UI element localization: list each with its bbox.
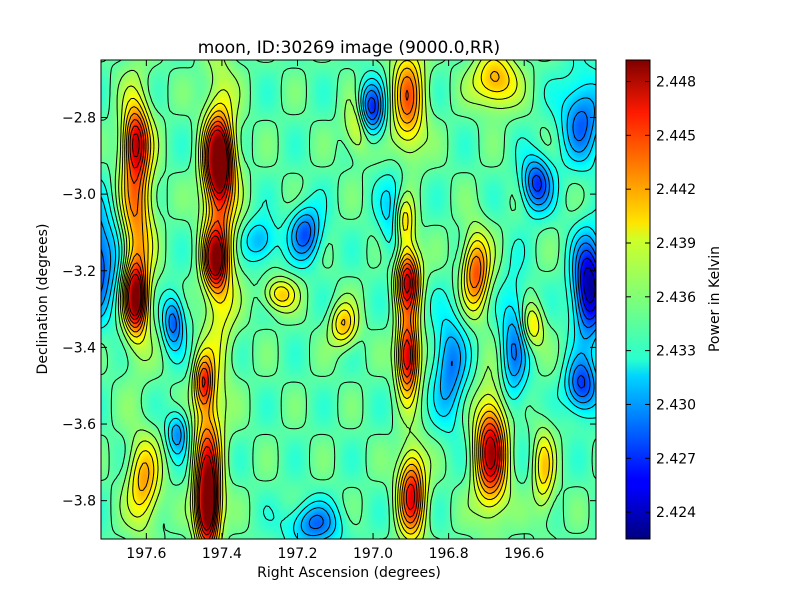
colorbar-label: Power in Kelvin — [707, 246, 723, 352]
contour-level-2 — [367, 96, 596, 389]
contour-level-15 — [128, 129, 497, 531]
x-tick-label: 196.6 — [504, 546, 544, 562]
colorbar-ticks: 2.424 2.427 2.430 2.433 2.436 2.439 2.442 2.445… — [626, 75, 696, 521]
x-axis: 197.6 197.4 197.2 197.0 196.8 196.6 — [126, 60, 544, 562]
contour-level-8 — [114, 60, 558, 539]
chart-title: moon, ID:30269 image (9000.0,RR) — [198, 38, 500, 58]
colorbar-gradient — [625, 59, 651, 540]
y-tick-label: −3.6 — [62, 417, 96, 433]
colorbar-tick-label: 2.442 — [656, 182, 696, 198]
contour-level-12 — [124, 75, 503, 539]
contour-level-7 — [101, 60, 596, 539]
colorbar: 2.424 2.427 2.430 2.433 2.436 2.439 2.442 2.445… — [625, 59, 723, 540]
colorbar-tick-label: 2.427 — [656, 451, 696, 467]
colorbar-tick-label: 2.433 — [656, 344, 696, 360]
y-tick-label: −3.0 — [62, 187, 96, 203]
contour-level-13 — [125, 89, 501, 539]
contour-level-14 — [126, 125, 499, 536]
contour-level-0 — [583, 266, 596, 304]
x-axis-label: Right Ascension (degrees) — [257, 565, 441, 581]
contour-level-5 — [101, 77, 596, 539]
x-tick-label: 197.0 — [353, 546, 393, 562]
heatmap-image — [101, 60, 596, 539]
y-tick-label: −3.8 — [62, 494, 96, 510]
plot-frame — [100, 59, 597, 540]
x-tick-label: 197.4 — [202, 546, 242, 562]
colorbar-tick-label: 2.430 — [656, 397, 696, 413]
contour-level-9 — [118, 60, 554, 539]
colorbar-tick-label: 2.439 — [656, 236, 696, 252]
colorbar-tick-label: 2.436 — [656, 290, 696, 306]
contour-level-11 — [122, 67, 505, 539]
x-tick-label: 197.2 — [277, 546, 317, 562]
contour-level-10 — [121, 60, 550, 539]
colorbar-tick-label: 2.448 — [656, 75, 696, 91]
colorbar-tick-label: 2.445 — [656, 128, 696, 144]
x-tick-label: 196.8 — [429, 546, 469, 562]
y-tick-label: −3.2 — [62, 264, 96, 280]
y-axis-label: Declination (degrees) — [35, 224, 51, 375]
y-tick-label: −2.8 — [62, 110, 96, 126]
contour-level-3 — [101, 89, 596, 530]
x-tick-label: 197.6 — [126, 546, 166, 562]
y-axis: −2.8 −3.0 −3.2 −3.4 −3.6 −3.8 — [62, 110, 596, 510]
contour-level-6 — [101, 60, 596, 539]
y-tick-label: −3.4 — [62, 340, 96, 356]
colorbar-tick-label: 2.424 — [656, 505, 696, 521]
